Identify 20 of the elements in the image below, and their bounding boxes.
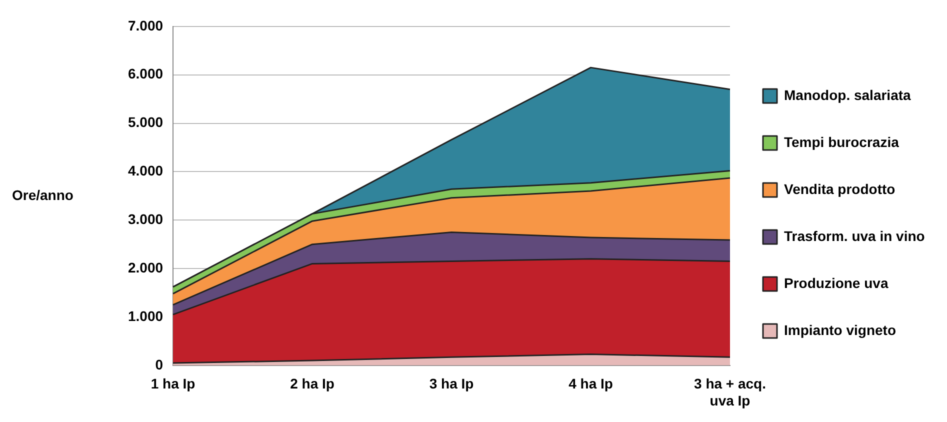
legend-label: Vendita prodotto xyxy=(784,180,896,197)
x-tick-label: 3 ha Ip xyxy=(429,376,474,392)
y-tick-label: 6.000 xyxy=(128,66,164,82)
legend-label: Impianto vigneto xyxy=(784,322,896,338)
y-axis-title: Ore/anno xyxy=(12,186,74,203)
y-tick-label: 7.000 xyxy=(128,17,164,34)
y-tick-label: 3.000 xyxy=(128,210,164,227)
x-tick-label: 3 ha + acq. uva Ip xyxy=(694,376,766,408)
x-tick-label: 4 ha Ip xyxy=(568,376,613,392)
legend-label: Manodop. salariata xyxy=(784,86,912,103)
y-tick-label: 1.000 xyxy=(128,308,164,324)
y-tick-label: 0 xyxy=(155,356,164,372)
legend-label: Tempi burocrazia xyxy=(784,134,900,150)
y-tick-label: 5.000 xyxy=(128,114,164,130)
x-tick-label: 2 ha Ip xyxy=(290,376,334,392)
legend-label: Produzione uva xyxy=(784,274,888,291)
x-tick-label: 1 ha Ip xyxy=(150,376,196,392)
y-tick-label: 2.000 xyxy=(128,259,164,276)
y-tick-label: 4.000 xyxy=(128,162,164,179)
legend-label: Trasform. uva in vino xyxy=(784,228,925,244)
